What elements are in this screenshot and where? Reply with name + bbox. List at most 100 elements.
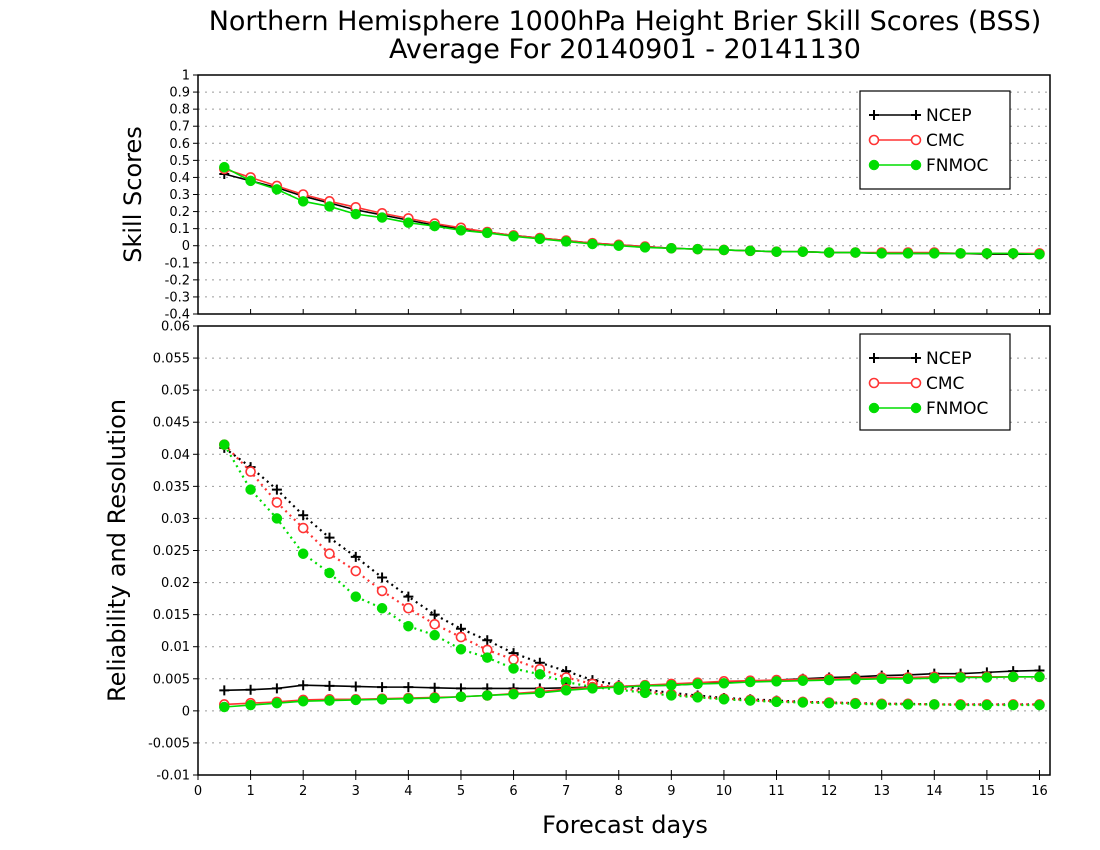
y-tick-label: -0.2 bbox=[165, 273, 190, 288]
data-point bbox=[455, 631, 467, 643]
data-point bbox=[1007, 671, 1019, 683]
data-point bbox=[850, 674, 861, 685]
series-fnmoc bbox=[219, 161, 1045, 260]
y-tick-label: 0 bbox=[182, 239, 190, 254]
x-axis-label: Forecast days bbox=[542, 811, 708, 839]
data-point bbox=[508, 663, 519, 674]
data-point bbox=[297, 196, 309, 207]
series-cmc-resolution bbox=[218, 439, 1045, 710]
data-point bbox=[771, 246, 782, 257]
data-point bbox=[429, 609, 440, 620]
data-point bbox=[377, 682, 388, 693]
y-tick-label: 0.055 bbox=[153, 352, 190, 367]
legend-entry-fnmoc: FNMOC bbox=[868, 399, 988, 419]
data-point bbox=[508, 231, 519, 242]
data-point bbox=[403, 217, 414, 228]
data-point bbox=[744, 245, 756, 257]
data-point bbox=[823, 697, 835, 709]
legend-label: NCEP bbox=[926, 106, 972, 126]
data-point bbox=[868, 134, 880, 146]
data-point bbox=[482, 690, 493, 701]
data-point bbox=[955, 248, 966, 259]
data-point bbox=[876, 248, 887, 259]
data-point bbox=[869, 353, 879, 363]
x-tick-label: 0 bbox=[194, 784, 202, 799]
y-tick-label: 0.02 bbox=[161, 576, 190, 591]
x-tick-label: 15 bbox=[979, 784, 996, 799]
legend: NCEP CMC FNMOC bbox=[859, 333, 1011, 431]
legend-label: FNMOC bbox=[926, 399, 988, 419]
data-point bbox=[613, 681, 624, 693]
x-tick-label: 1 bbox=[246, 784, 254, 799]
y-tick-label: -0.005 bbox=[148, 736, 190, 751]
y-tick-label: 0.035 bbox=[153, 480, 190, 495]
data-point bbox=[910, 377, 922, 389]
data-point bbox=[587, 238, 598, 250]
data-point bbox=[350, 591, 362, 602]
panel-1: -0.4 -0.3 -0.2 -0.1 0 0.1 0.2 0.3 0.4 0.5 0.6 0.7 0.… bbox=[119, 69, 1051, 323]
y-tick-label: 0.015 bbox=[153, 608, 190, 623]
legend: NCEP CMC FNMOC bbox=[859, 90, 1011, 190]
data-point bbox=[429, 220, 440, 232]
data-point bbox=[245, 684, 256, 695]
data-point bbox=[376, 585, 388, 597]
series-fnmoc-reliability bbox=[219, 671, 1045, 713]
y-tick-label: 0.05 bbox=[161, 384, 190, 399]
data-point bbox=[350, 551, 361, 562]
data-point bbox=[902, 248, 914, 259]
data-point bbox=[666, 690, 677, 701]
data-point bbox=[350, 681, 361, 692]
data-point bbox=[482, 635, 493, 646]
series-fnmoc-resolution bbox=[219, 439, 1045, 711]
series-line bbox=[223, 446, 1040, 706]
data-point bbox=[876, 673, 887, 685]
data-point bbox=[869, 110, 879, 120]
data-point bbox=[324, 680, 335, 691]
y-tick-label: 1 bbox=[182, 69, 190, 84]
legend-entry-ncep: NCEP bbox=[869, 349, 972, 369]
data-point bbox=[1034, 671, 1045, 683]
data-point bbox=[534, 687, 546, 699]
legend-label: CMC bbox=[926, 374, 964, 394]
data-point bbox=[245, 466, 256, 477]
data-point bbox=[560, 236, 572, 247]
y-tick-label: 0.06 bbox=[161, 320, 190, 335]
x-tick-label: 3 bbox=[352, 784, 360, 799]
y-tick-label: 0.005 bbox=[153, 672, 190, 687]
data-point bbox=[910, 402, 922, 414]
y-tick-label: 0.025 bbox=[153, 544, 190, 559]
y-tick-label: 0.8 bbox=[169, 103, 190, 118]
data-point bbox=[850, 247, 861, 258]
data-point bbox=[692, 243, 703, 255]
y-tick-label: -0.01 bbox=[156, 769, 190, 784]
x-tick-label: 16 bbox=[1031, 784, 1048, 799]
legend-entry-ncep: NCEP bbox=[869, 106, 972, 126]
data-point bbox=[324, 548, 335, 560]
x-tick-label: 6 bbox=[509, 784, 517, 799]
data-point bbox=[455, 225, 467, 236]
y-tick-label: 0.7 bbox=[169, 120, 190, 135]
x-tick-label: 7 bbox=[562, 784, 570, 799]
data-point bbox=[324, 567, 335, 579]
y-tick-label: 0.045 bbox=[153, 416, 190, 431]
x-tick-label: 9 bbox=[667, 784, 675, 799]
y-tick-label: 0.01 bbox=[161, 640, 190, 655]
data-point bbox=[271, 683, 282, 694]
legend-box bbox=[859, 333, 1011, 431]
legend-label: NCEP bbox=[926, 349, 972, 369]
data-point bbox=[271, 184, 283, 195]
legend-entry-cmc: CMC bbox=[868, 131, 964, 151]
data-point bbox=[1007, 248, 1019, 259]
y-tick-label: -0.4 bbox=[165, 308, 190, 323]
y-tick-label: -0.3 bbox=[165, 290, 190, 305]
x-tick-label: 8 bbox=[615, 784, 623, 799]
data-point bbox=[1034, 249, 1045, 260]
data-point bbox=[324, 532, 335, 543]
y-tick-label: 0.04 bbox=[161, 448, 190, 463]
y-tick-label: 0.3 bbox=[169, 188, 190, 203]
legend-label: FNMOC bbox=[926, 156, 988, 176]
data-point bbox=[324, 201, 335, 212]
y-tick-label: -0.1 bbox=[165, 256, 190, 271]
data-point bbox=[955, 699, 966, 711]
